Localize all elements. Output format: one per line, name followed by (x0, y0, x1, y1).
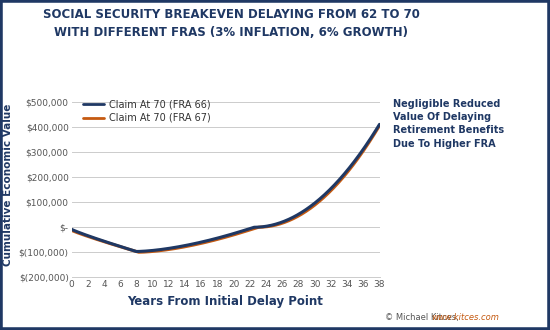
Text: www.kitces.com: www.kitces.com (432, 313, 499, 322)
Claim At 70 (FRA 66) (376, 122, 383, 126)
Claim At 70 (FRA 67) (252, 226, 258, 230)
Claim At 70 (FRA 67) (217, 237, 223, 241)
Claim At 70 (FRA 66) (217, 235, 223, 239)
Claim At 70 (FRA 66) (370, 133, 376, 137)
Claim At 70 (FRA 67) (321, 195, 328, 199)
Claim At 70 (FRA 66) (252, 225, 258, 229)
Line: Claim At 70 (FRA 67): Claim At 70 (FRA 67) (72, 126, 379, 252)
Claim At 70 (FRA 67) (235, 231, 242, 235)
X-axis label: Years From Initial Delay Point: Years From Initial Delay Point (128, 295, 323, 308)
Claim At 70 (FRA 66) (68, 227, 75, 231)
Claim At 70 (FRA 66) (321, 193, 328, 197)
Claim At 70 (FRA 67) (215, 237, 222, 241)
Text: © Michael Kitces,: © Michael Kitces, (385, 313, 461, 322)
Text: Negligible Reduced
Value Of Delaying
Retirement Benefits
Due To Higher FRA: Negligible Reduced Value Of Delaying Ret… (393, 99, 504, 148)
Text: SOCIAL SECURITY BREAKEVEN DELAYING FROM 62 TO 70: SOCIAL SECURITY BREAKEVEN DELAYING FROM … (42, 8, 420, 21)
Claim At 70 (FRA 67) (135, 250, 142, 254)
Claim At 70 (FRA 66) (235, 230, 242, 234)
Claim At 70 (FRA 66) (215, 236, 222, 240)
Claim At 70 (FRA 67) (370, 135, 376, 139)
Text: WITH DIFFERENT FRAS (3% INFLATION, 6% GROWTH): WITH DIFFERENT FRAS (3% INFLATION, 6% GR… (54, 26, 408, 39)
Claim At 70 (FRA 66) (134, 249, 140, 253)
Y-axis label: Cumulative Economic Value: Cumulative Economic Value (3, 104, 13, 266)
Legend: Claim At 70 (FRA 66), Claim At 70 (FRA 67): Claim At 70 (FRA 66), Claim At 70 (FRA 6… (82, 99, 211, 123)
Line: Claim At 70 (FRA 66): Claim At 70 (FRA 66) (72, 124, 379, 251)
Claim At 70 (FRA 67) (68, 228, 75, 232)
Claim At 70 (FRA 67) (376, 124, 383, 128)
